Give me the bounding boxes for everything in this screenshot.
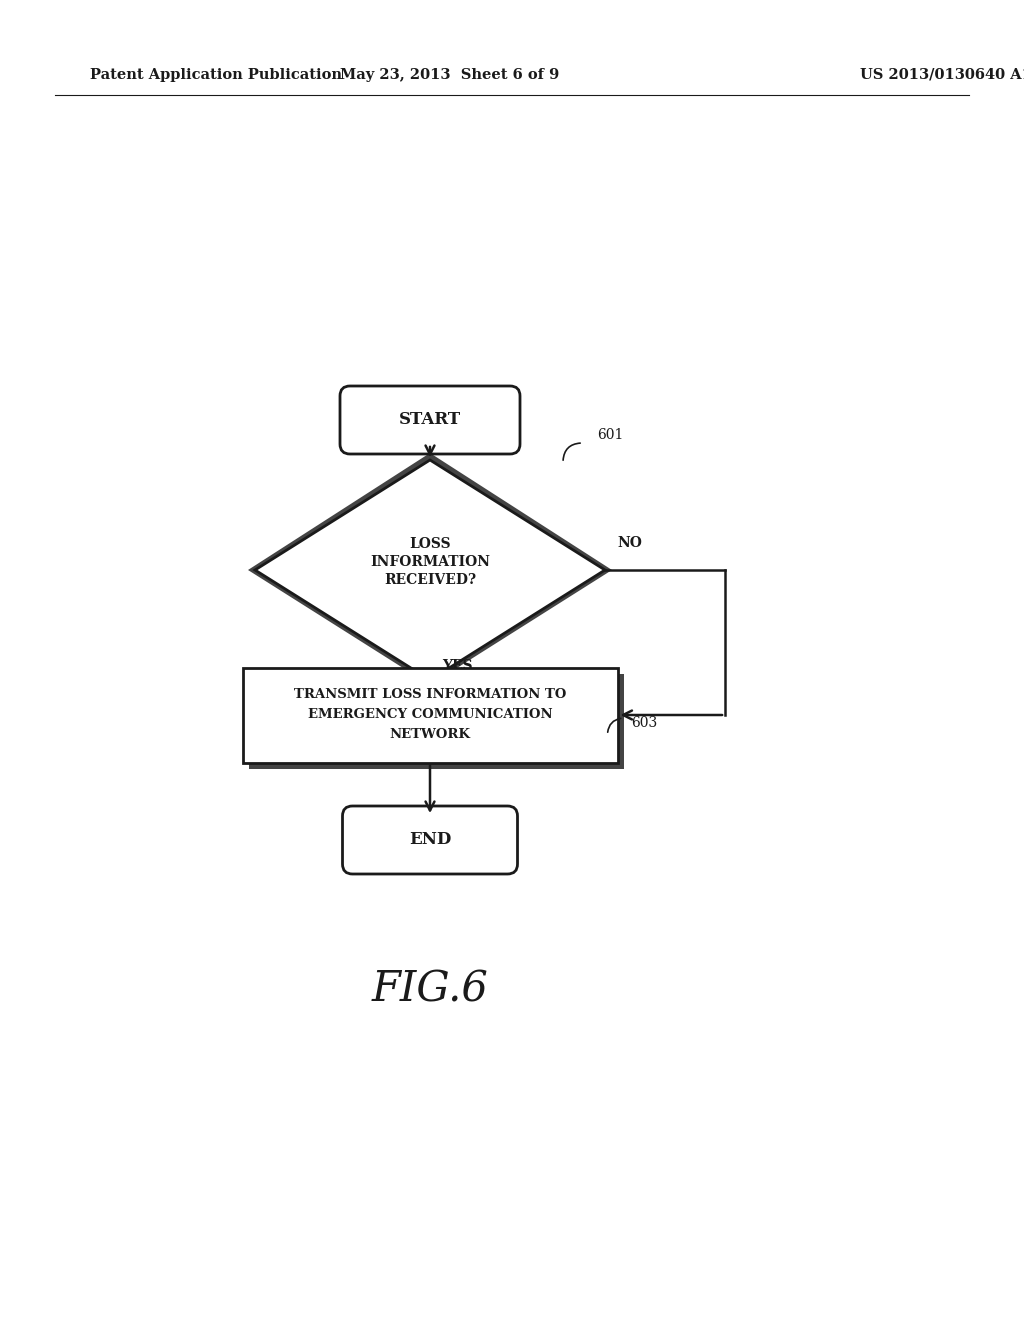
Text: INFORMATION: INFORMATION: [370, 554, 490, 569]
Polygon shape: [248, 453, 612, 685]
FancyBboxPatch shape: [249, 673, 624, 768]
Text: Patent Application Publication: Patent Application Publication: [90, 69, 342, 82]
Text: EMERGENCY COMMUNICATION: EMERGENCY COMMUNICATION: [307, 709, 552, 722]
Text: FIG.6: FIG.6: [372, 969, 488, 1011]
FancyBboxPatch shape: [243, 668, 617, 763]
Text: NO: NO: [617, 536, 642, 550]
Text: RECEIVED?: RECEIVED?: [384, 573, 476, 587]
FancyBboxPatch shape: [340, 385, 520, 454]
Text: TRANSMIT LOSS INFORMATION TO: TRANSMIT LOSS INFORMATION TO: [294, 689, 566, 701]
Text: LOSS: LOSS: [410, 537, 451, 550]
Text: NETWORK: NETWORK: [389, 729, 470, 742]
Text: START: START: [399, 412, 461, 429]
Polygon shape: [255, 459, 605, 680]
Text: YES: YES: [442, 659, 473, 673]
Text: May 23, 2013  Sheet 6 of 9: May 23, 2013 Sheet 6 of 9: [340, 69, 560, 82]
Text: END: END: [409, 832, 452, 849]
FancyBboxPatch shape: [342, 807, 517, 874]
Text: 601: 601: [597, 428, 624, 442]
Text: US 2013/0130640 A1: US 2013/0130640 A1: [860, 69, 1024, 82]
Text: 603: 603: [632, 715, 657, 730]
